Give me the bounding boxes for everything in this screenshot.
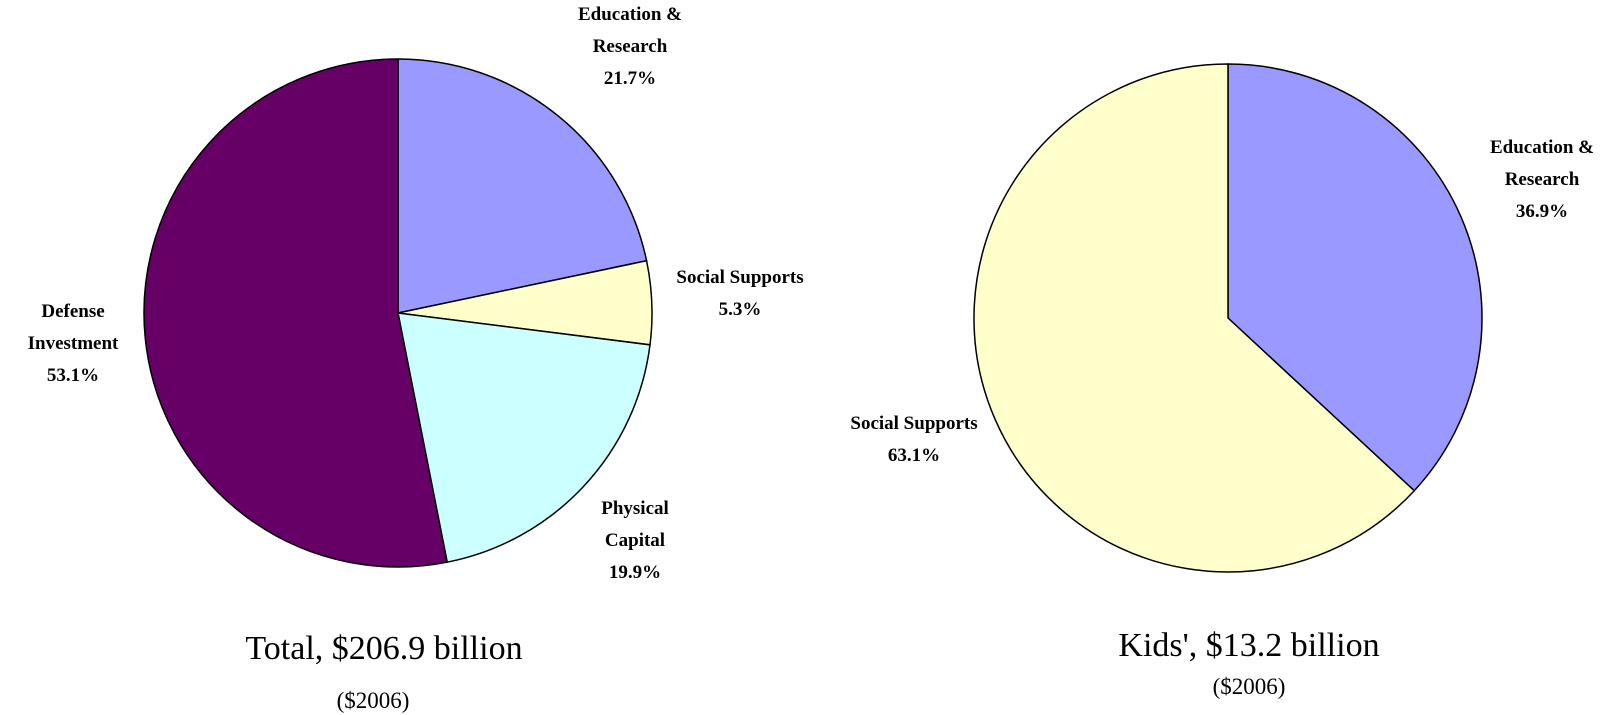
total-slice-defense-investment xyxy=(143,58,449,568)
total-pie-chart xyxy=(143,58,653,568)
total-label-physical-capital: Physical Capital 19.9% xyxy=(601,498,669,583)
kids-pie-chart xyxy=(973,63,1483,573)
kids-chart-subtitle: ($2006) xyxy=(1213,674,1286,699)
kids-chart-title: Kids', $13.2 billion xyxy=(1118,627,1379,664)
kids-slice-education-research xyxy=(1227,63,1483,492)
total-label-social-supports: Social Supports 5.3% xyxy=(676,267,803,320)
total-slice-education-research xyxy=(397,58,648,314)
total-slice-physical-capital xyxy=(397,312,651,564)
kids-slice-social-supports xyxy=(973,63,1416,573)
total-label-defense-investment: Defense Investment 53.1% xyxy=(28,301,119,386)
kids-label-education-research: Education & Research 36.9% xyxy=(1490,137,1594,222)
kids-label-social-supports: Social Supports 63.1% xyxy=(850,413,977,466)
total-label-education-research: Education & Research 21.7% xyxy=(578,4,682,89)
total-chart-title: Total, $206.9 billion xyxy=(245,630,522,667)
total-chart-subtitle: ($2006) xyxy=(337,688,410,713)
